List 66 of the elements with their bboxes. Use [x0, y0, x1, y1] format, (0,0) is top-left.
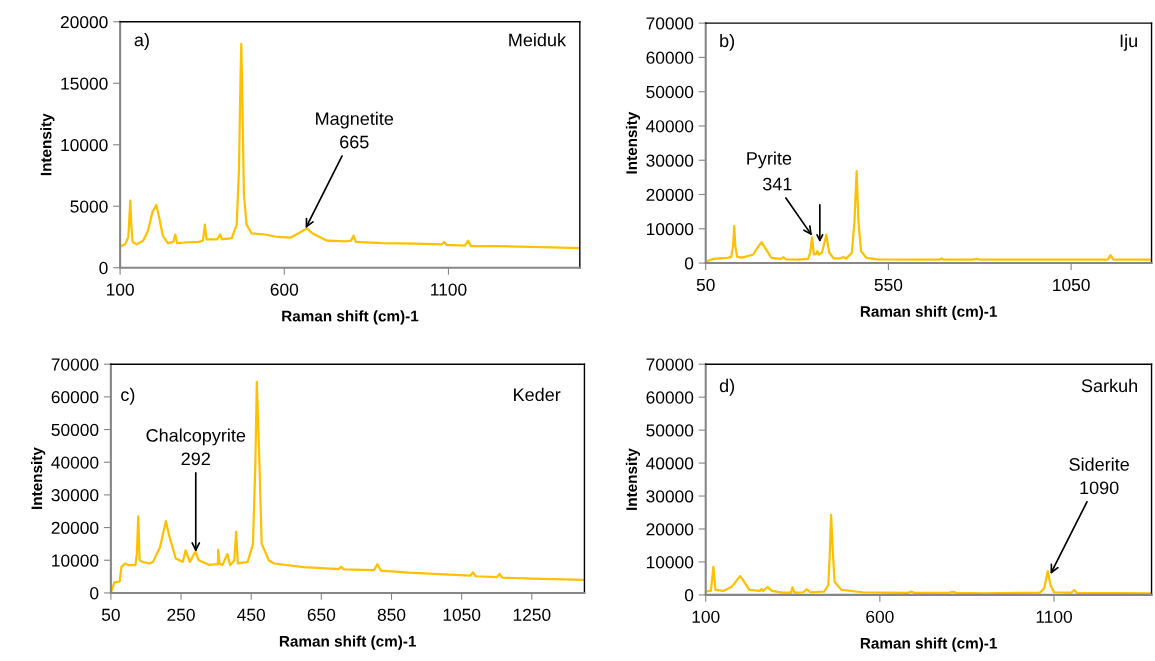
- y-tick-label: 10000: [646, 556, 694, 569]
- y-tick-label: 20000: [646, 523, 694, 536]
- y-tick-label: 40000: [646, 457, 694, 470]
- annotation: Chalcopyrite 292: [146, 428, 246, 466]
- y-tick-label: 50000: [646, 85, 694, 99]
- y-tick-label: 0: [684, 257, 694, 270]
- y-axis-title: Intensity: [625, 448, 641, 510]
- annotation: Pyrite: [747, 151, 792, 169]
- y-tick-label: 0: [90, 587, 99, 600]
- x-tick-label: 650: [307, 608, 336, 621]
- x-tick-label: 1050: [1053, 278, 1090, 292]
- y-tick-label: 60000: [646, 391, 694, 404]
- x-tick-label: 100: [692, 610, 720, 623]
- y-tick-label: 50000: [51, 423, 99, 437]
- x-axis-title: Raman shift (cm)-1: [282, 310, 419, 325]
- x-tick-label: 50: [696, 278, 715, 292]
- x-tick-label: 600: [270, 283, 299, 296]
- x-tick-label: 1100: [1036, 610, 1072, 623]
- y-tick-label: 0: [684, 589, 694, 602]
- y-axis-title: Intensity: [40, 113, 55, 176]
- x-tick-label: 50: [101, 608, 120, 621]
- y-tick-label: 10000: [646, 222, 694, 236]
- annotation: c): [121, 387, 135, 405]
- annotation: a): [134, 33, 149, 50]
- x-tick-label: 550: [874, 278, 903, 292]
- y-tick-label: 60000: [646, 51, 694, 64]
- y-tick-label: 30000: [646, 490, 694, 503]
- y-tick-label: 40000: [646, 120, 694, 133]
- y-tick-label: 30000: [51, 489, 99, 502]
- y-tick-label: 50000: [646, 424, 694, 437]
- y-tick-label: 10000: [61, 138, 108, 152]
- annotation: 341: [762, 177, 792, 191]
- y-axis-title: Intensity: [31, 447, 46, 509]
- y-tick-label: 15000: [61, 77, 108, 90]
- text: Iju: [1120, 33, 1137, 51]
- annotation: Siderite 1090: [1069, 457, 1129, 495]
- y-tick-label: 5000: [70, 200, 108, 213]
- y-tick-label: 70000: [51, 358, 99, 371]
- x-tick-label: 1250: [513, 608, 551, 621]
- chart-title: Meiduk: [509, 33, 567, 47]
- y-axis-title: Intensity: [625, 111, 641, 174]
- y-tick-label: 70000: [646, 358, 694, 371]
- y-tick-label: 70000: [646, 17, 694, 30]
- y-tick-label: 10000: [52, 554, 99, 567]
- x-tick-label: 450: [237, 608, 265, 621]
- y-tick-label: 20000: [60, 15, 108, 29]
- x-tick-label: 100: [106, 283, 134, 296]
- text: Sarkuh: [1081, 378, 1137, 393]
- x-tick-label: 1050: [443, 608, 481, 621]
- x-axis-title: Raman shift (cm)-1: [860, 305, 997, 320]
- y-tick-label: 40000: [51, 456, 99, 469]
- x-axis-title: Raman shift (cm)-1: [279, 635, 416, 650]
- y-tick-label: 20000: [646, 188, 694, 201]
- x-tick-label: 1100: [431, 283, 467, 296]
- x-tick-label: 850: [377, 608, 406, 621]
- annotation: d): [719, 378, 735, 396]
- annotation: b): [720, 33, 735, 51]
- x-tick-label: 600: [866, 610, 894, 623]
- x-axis-title: Raman shift (cm)-1: [860, 637, 997, 652]
- y-tick-label: 20000: [51, 521, 99, 535]
- annotation: Magnetite 665: [316, 111, 394, 149]
- y-tick-label: 60000: [51, 391, 99, 404]
- x-tick-label: 250: [167, 608, 195, 621]
- y-tick-label: 0: [99, 261, 108, 275]
- y-tick-label: 30000: [646, 154, 694, 167]
- text: Keder: [514, 387, 561, 402]
